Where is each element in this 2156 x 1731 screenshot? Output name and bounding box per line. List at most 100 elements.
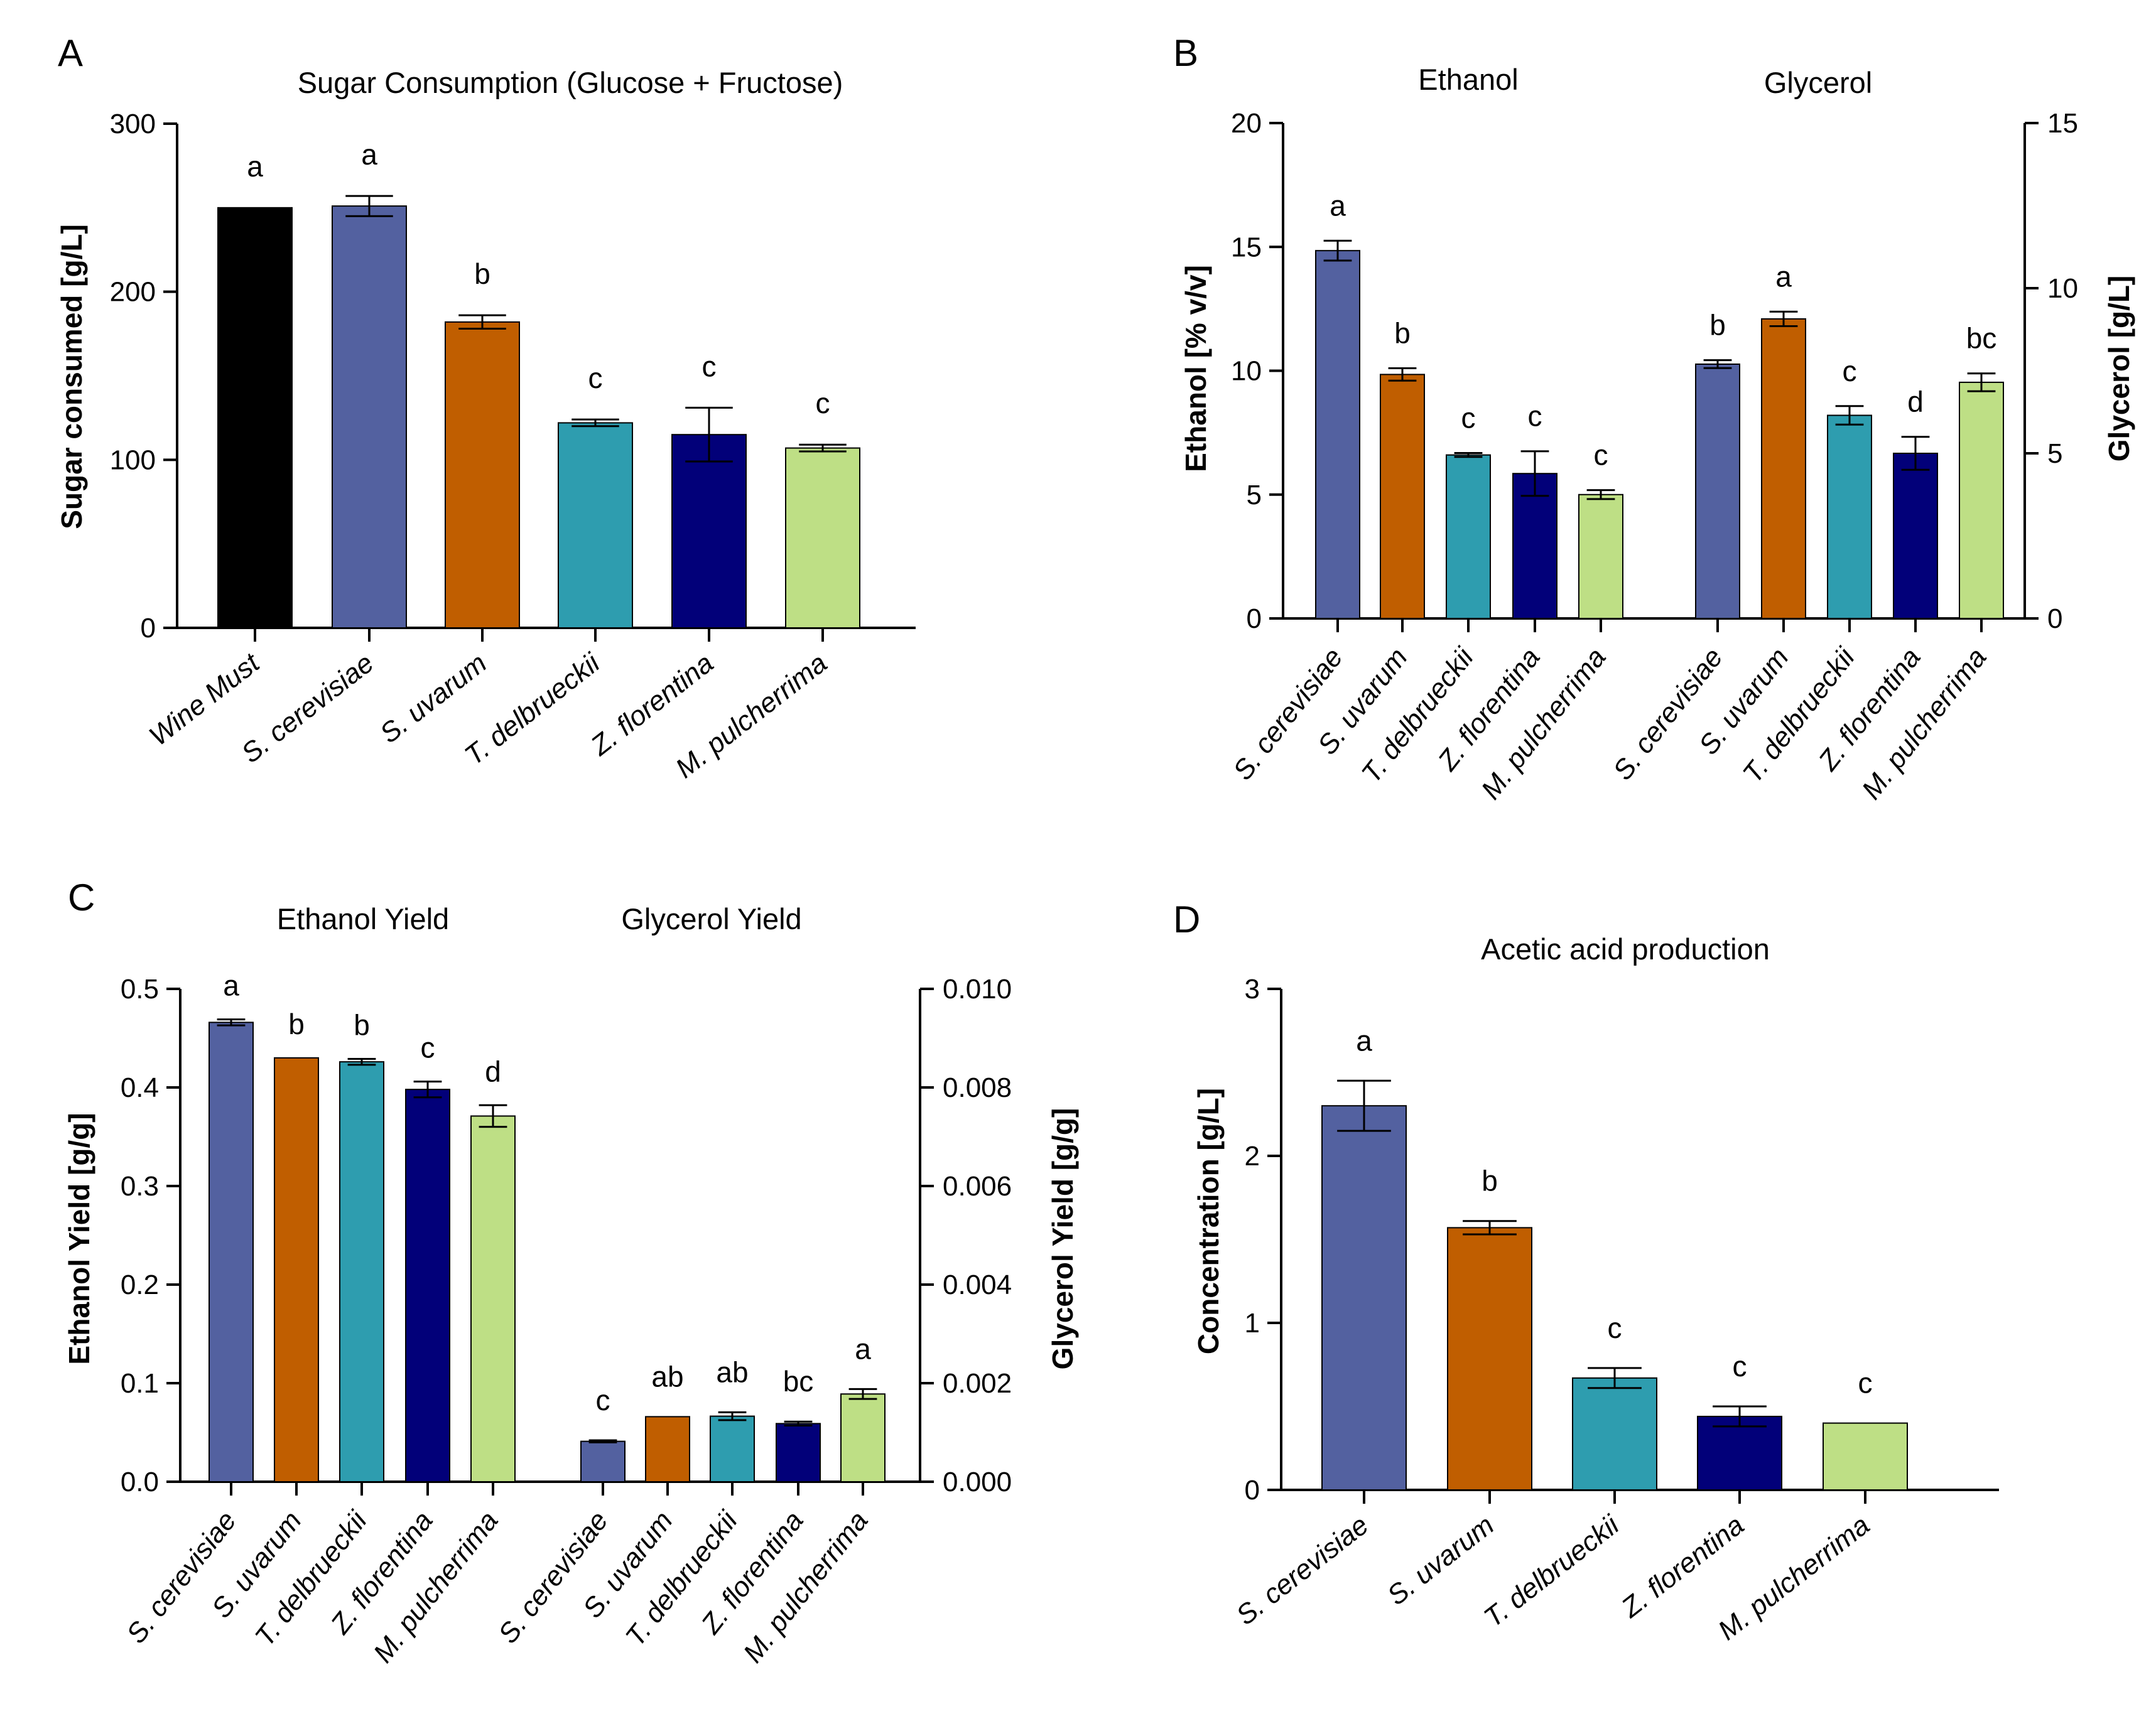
panel-b-ethanol-bar-s-uvarum	[1380, 374, 1425, 619]
panel-a-bar-m-pulcherrima	[785, 447, 860, 628]
panel-c-ethanol-yield-bar-s-uvarum	[274, 1057, 319, 1482]
panel-b-ethanol-bar-z-florentina	[1512, 473, 1557, 620]
panel-c-glycerol-yield-title: Glycerol Yield	[621, 902, 801, 936]
panel-d-y-tick-label: 0	[1245, 1475, 1260, 1506]
panel-d-bar-s-cerevisiae	[1321, 1105, 1407, 1491]
panel-d-sig-label-s-uvarum: b	[1482, 1165, 1498, 1197]
panel-a-y-tick-label: 100	[110, 445, 156, 475]
panel-c-letter: C	[68, 876, 95, 919]
panel-b-glycerol-sig-label-m-pulcherrima: bc	[1966, 322, 1997, 355]
panel-d: D Acetic acid production Concentration […	[1173, 898, 1999, 1646]
panel-a-y-tick-label: 0	[141, 613, 156, 644]
panel-b-right-y-tick-label: 15	[2047, 108, 2078, 139]
panel-b-ethanol-sig-label-s-cerevisiae: a	[1330, 189, 1346, 222]
panel-a-sig-label-s-uvarum: b	[474, 257, 490, 290]
panel-d-y-axis-label: Concentration [g/L]	[1192, 1088, 1225, 1354]
panel-b-letter: B	[1173, 32, 1198, 74]
panel-c-glycerol-yield-sig-label-z-florentina: bc	[783, 1365, 814, 1398]
panel-b-left-y-tick-label: 20	[1231, 108, 1262, 139]
panel-c-left-y-tick-label: 0.0	[121, 1467, 159, 1497]
panel-a-title: Sugar Consumption (Glucose + Fructose)	[298, 66, 843, 99]
panel-b-ethanol-sig-label-t-delbrueckii: c	[1461, 401, 1476, 434]
panel-b-ethanol-sig-label-m-pulcherrima: c	[1594, 439, 1608, 472]
panel-d-letter: D	[1173, 898, 1200, 941]
panel-a: A Sugar Consumption (Glucose + Fructose)…	[55, 32, 916, 784]
panel-c-ethanol-yield-bar-m-pulcherrima	[470, 1115, 516, 1482]
panel-c-ethanol-yield-title: Ethanol Yield	[277, 902, 449, 936]
panel-b: B Ethanol Glycerol Ethanol [% v/v] Glyce…	[1173, 32, 2135, 805]
panel-a-sig-label-m-pulcherrima: c	[816, 387, 830, 419]
panel-c-glycerol-yield-bar-s-uvarum	[645, 1416, 690, 1482]
panel-b-ethanol-sig-label-s-uvarum: b	[1394, 317, 1411, 350]
panel-c-right-y-tick-label: 0.006	[943, 1171, 1012, 1202]
panel-a-bar-t-delbrueckii	[558, 422, 633, 628]
panel-a-category-label-s-uvarum: S. uvarum	[374, 647, 492, 749]
panel-a-sig-label-t-delbrueckii: c	[588, 362, 603, 394]
panel-c-ethanol-yield-category-label-s-cerevisiae: S. cerevisiae	[121, 1506, 242, 1649]
panel-d-marks: 0 1 2 3 a S. cerevisiae b S. uvarum c T. delbruec…	[1230, 974, 1999, 1646]
panel-d-sig-label-z-florentina: c	[1733, 1350, 1747, 1383]
panel-c-ethanol-yield-bar-s-cerevisiae	[209, 1022, 254, 1482]
panel-b-ethanol-bar-t-delbrueckii	[1446, 454, 1491, 619]
panel-b-ethanol-title: Ethanol	[1418, 63, 1518, 96]
panel-b-right-y-tick-label: 10	[2047, 273, 2078, 304]
panel-c-glycerol-yield-sig-label-m-pulcherrima: a	[855, 1332, 871, 1365]
panel-c-glycerol-yield-sig-label-s-uvarum: ab	[651, 1360, 683, 1393]
panel-c-ethanol-yield-bar-z-florentina	[405, 1089, 450, 1482]
panel-b-left-y-axis-label: Ethanol [% v/v]	[1179, 265, 1212, 472]
panel-c-right-y-axis-label: Glycerol Yield [g/g]	[1046, 1108, 1079, 1370]
panel-b-left-y-tick-label: 15	[1231, 232, 1262, 262]
panel-c-glycerol-yield-sig-label-s-cerevisiae: c	[596, 1384, 610, 1416]
panel-d-y-tick-label: 1	[1245, 1308, 1260, 1339]
panel-c-ethanol-yield-sig-label-t-delbrueckii: b	[354, 1008, 370, 1041]
panel-b-left-y-tick-label: 5	[1247, 480, 1262, 510]
panel-a-sig-label-wine-must: a	[247, 150, 263, 183]
panel-c-left-y-tick-label: 0.2	[121, 1270, 159, 1300]
panel-b-glycerol-bar-s-uvarum	[1761, 318, 1806, 619]
panel-c-ethanol-yield-sig-label-z-florentina: c	[421, 1032, 435, 1064]
panel-a-bar-z-florentina	[671, 434, 747, 629]
panel-d-sig-label-t-delbrueckii: c	[1608, 1312, 1622, 1344]
panel-c-glycerol-yield-sig-label-t-delbrueckii: ab	[716, 1356, 748, 1388]
panel-d-sig-label-s-cerevisiae: a	[1356, 1024, 1372, 1057]
panel-b-glycerol-sig-label-s-cerevisiae: b	[1709, 309, 1726, 342]
panel-d-category-label-s-cerevisiae: S. cerevisiae	[1230, 1509, 1374, 1631]
panel-c-ethanol-yield-sig-label-s-uvarum: b	[288, 1008, 305, 1040]
panel-b-left-y-tick-label: 10	[1231, 356, 1262, 387]
panel-b-glycerol-category-label-s-cerevisiae: S. cerevisiae	[1607, 642, 1729, 786]
panel-b-right-y-axis-label: Glycerol [g/L]	[2103, 276, 2135, 461]
panel-c: C Ethanol Yield Glycerol Yield Ethanol Y…	[63, 876, 1079, 1668]
panel-b-glycerol-sig-label-z-florentina: d	[1907, 386, 1924, 418]
panel-c-right-y-tick-label: 0.002	[943, 1368, 1012, 1399]
panel-c-left-y-tick-label: 0.3	[121, 1171, 159, 1202]
panel-c-marks: 0.0 0.1 0.2 0.3 0.4 0.5 0.000 0.002 0.004 0.006 0.…	[121, 969, 1012, 1669]
panel-c-left-y-axis-label: Ethanol Yield [g/g]	[63, 1113, 95, 1364]
panel-d-y-tick-label: 2	[1245, 1141, 1260, 1172]
panel-c-ethanol-yield-sig-label-m-pulcherrima: d	[485, 1055, 501, 1087]
panel-b-glycerol-bar-t-delbrueckii	[1827, 414, 1872, 619]
panel-d-bar-z-florentina	[1697, 1415, 1782, 1491]
panel-a-letter: A	[58, 32, 83, 74]
panel-a-bar-s-cerevisiae	[332, 205, 407, 628]
panel-c-ethanol-yield-bar-t-delbrueckii	[339, 1061, 384, 1483]
panel-b-ethanol-sig-label-z-florentina: c	[1528, 400, 1542, 433]
panel-c-right-y-tick-label: 0.000	[943, 1467, 1012, 1497]
panel-c-ethanol-yield-sig-label-s-cerevisiae: a	[223, 969, 239, 1002]
panel-c-glycerol-yield-bar-s-cerevisiae	[580, 1440, 626, 1482]
panel-b-left-y-tick-label: 0	[1247, 603, 1262, 634]
panel-c-glycerol-yield-bar-z-florentina	[776, 1423, 821, 1483]
panel-d-y-tick-label: 3	[1245, 974, 1260, 1005]
panel-c-left-y-tick-label: 0.5	[121, 974, 159, 1005]
panel-b-glycerol-bar-z-florentina	[1893, 453, 1938, 619]
panel-b-ethanol-bar-m-pulcherrima	[1578, 493, 1623, 619]
panel-b-glycerol-bar-m-pulcherrima	[1959, 381, 2004, 619]
panel-b-right-y-tick-label: 0	[2047, 603, 2062, 634]
panel-c-left-y-tick-label: 0.4	[121, 1072, 159, 1103]
panel-a-bar-s-uvarum	[445, 321, 520, 628]
panel-a-y-tick-label: 300	[110, 109, 156, 139]
panel-c-right-y-tick-label: 0.004	[943, 1270, 1012, 1300]
panel-b-glycerol-sig-label-t-delbrueckii: c	[1843, 355, 1857, 387]
panel-b-glycerol-sig-label-s-uvarum: a	[1775, 260, 1792, 293]
